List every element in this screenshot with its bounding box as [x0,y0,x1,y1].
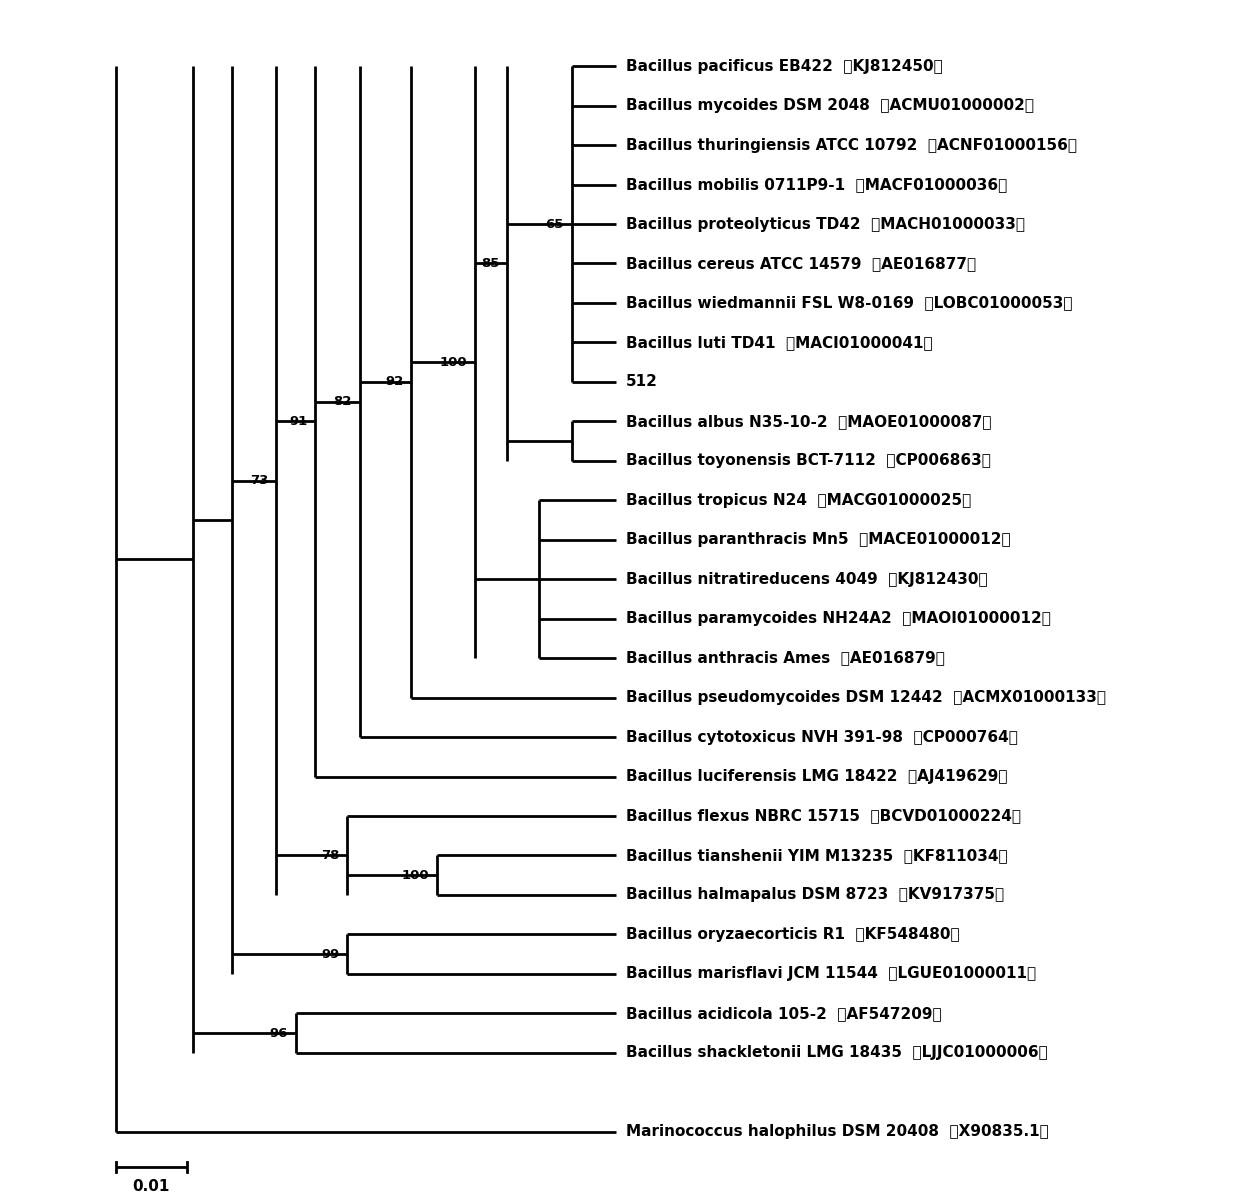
Text: Bacillus paranthracis Mn5  （MACE01000012）: Bacillus paranthracis Mn5 （MACE01000012） [626,532,1011,548]
Text: 100: 100 [402,868,429,882]
Text: 85: 85 [481,257,500,270]
Text: Bacillus luti TD41  （MACI01000041）: Bacillus luti TD41 （MACI01000041） [626,335,932,349]
Text: Bacillus pseudomycoides DSM 12442  （ACMX01000133）: Bacillus pseudomycoides DSM 12442 （ACMX0… [626,691,1106,705]
Text: Bacillus shackletonii LMG 18435  （LJJC01000006）: Bacillus shackletonii LMG 18435 （LJJC010… [626,1045,1048,1060]
Text: 82: 82 [334,395,352,408]
Text: Bacillus luciferensis LMG 18422  （AJ419629）: Bacillus luciferensis LMG 18422 （AJ41962… [626,769,1008,784]
Text: Bacillus acidicola 105-2  （AF547209）: Bacillus acidicola 105-2 （AF547209） [626,1005,941,1021]
Text: Bacillus halmapalus DSM 8723  （KV917375）: Bacillus halmapalus DSM 8723 （KV917375） [626,888,1004,902]
Text: 0.01: 0.01 [133,1179,170,1194]
Text: Bacillus pacificus EB422  （KJ812450）: Bacillus pacificus EB422 （KJ812450） [626,59,942,73]
Text: Bacillus wiedmannii FSL W8-0169  （LOBC01000053）: Bacillus wiedmannii FSL W8-0169 （LOBC010… [626,295,1073,310]
Text: Bacillus proteolyticus TD42  （MACH01000033）: Bacillus proteolyticus TD42 （MACH0100003… [626,216,1025,232]
Text: Bacillus paramycoides NH24A2  （MAOI01000012）: Bacillus paramycoides NH24A2 （MAOI010000… [626,611,1052,626]
Text: Bacillus flexus NBRC 15715  （BCVD01000224）: Bacillus flexus NBRC 15715 （BCVD01000224… [626,808,1021,824]
Text: Bacillus mycoides DSM 2048  （ACMU01000002）: Bacillus mycoides DSM 2048 （ACMU01000002… [626,98,1034,113]
Text: 92: 92 [386,376,403,388]
Text: 78: 78 [321,849,340,862]
Text: Bacillus tropicus N24  （MACG01000025）: Bacillus tropicus N24 （MACG01000025） [626,492,971,508]
Text: Bacillus toyonensis BCT-7112  （CP006863）: Bacillus toyonensis BCT-7112 （CP006863） [626,453,991,468]
Text: Bacillus albus N35-10-2  （MAOE01000087）: Bacillus albus N35-10-2 （MAOE01000087） [626,414,992,429]
Text: Bacillus nitratireducens 4049  （KJ812430）: Bacillus nitratireducens 4049 （KJ812430） [626,572,988,586]
Text: Bacillus marisflavi JCM 11544  （LGUE01000011）: Bacillus marisflavi JCM 11544 （LGUE01000… [626,967,1037,981]
Text: Bacillus cytotoxicus NVH 391-98  （CP000764）: Bacillus cytotoxicus NVH 391-98 （CP00076… [626,729,1018,745]
Text: Bacillus cereus ATCC 14579  （AE016877）: Bacillus cereus ATCC 14579 （AE016877） [626,256,976,271]
Text: 96: 96 [269,1027,288,1040]
Text: 91: 91 [289,414,308,428]
Text: Bacillus anthracis Ames  （AE016879）: Bacillus anthracis Ames （AE016879） [626,651,945,665]
Text: 100: 100 [440,355,467,369]
Text: Bacillus tianshenii YIM M13235  （KF811034）: Bacillus tianshenii YIM M13235 （KF811034… [626,848,1008,864]
Text: 99: 99 [321,948,340,961]
Text: 512: 512 [626,375,658,389]
Text: Bacillus oryzaecorticis R1  （KF548480）: Bacillus oryzaecorticis R1 （KF548480） [626,927,960,942]
Text: Bacillus mobilis 0711P9-1  （MACF01000036）: Bacillus mobilis 0711P9-1 （MACF01000036） [626,177,1007,192]
Text: Bacillus thuringiensis ATCC 10792  （ACNF01000156）: Bacillus thuringiensis ATCC 10792 （ACNF0… [626,138,1078,153]
Text: Marinococcus halophilus DSM 20408  （X90835.1）: Marinococcus halophilus DSM 20408 （X9083… [626,1124,1049,1140]
Text: 73: 73 [250,474,269,488]
Text: 65: 65 [546,217,564,231]
